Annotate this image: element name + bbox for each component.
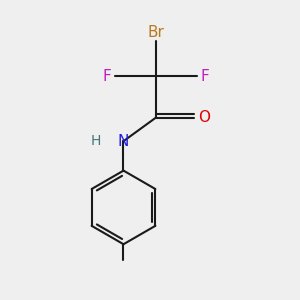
Text: O: O (199, 110, 211, 125)
Text: N: N (118, 134, 129, 149)
Text: Br: Br (148, 25, 164, 40)
Text: F: F (103, 69, 112, 84)
Text: H: H (90, 134, 101, 148)
Text: F: F (200, 69, 209, 84)
